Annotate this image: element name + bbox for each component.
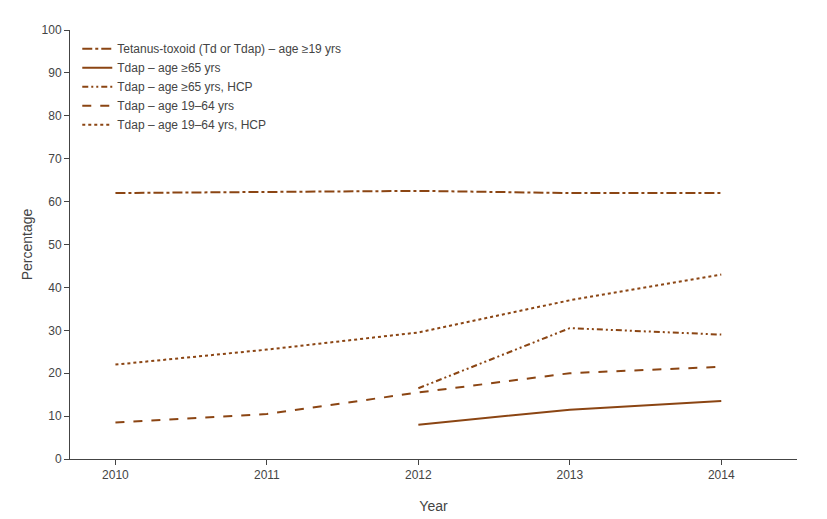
svg-text:60: 60 bbox=[48, 195, 62, 209]
svg-text:Percentage: Percentage bbox=[19, 208, 35, 280]
svg-text:Tdap – age 19–64 yrs: Tdap – age 19–64 yrs bbox=[117, 99, 234, 113]
svg-text:0: 0 bbox=[55, 452, 62, 466]
svg-text:40: 40 bbox=[48, 281, 62, 295]
svg-text:50: 50 bbox=[48, 238, 62, 252]
svg-text:70: 70 bbox=[48, 152, 62, 166]
svg-text:Tetanus-toxoid (Td or Tdap) –: Tetanus-toxoid (Td or Tdap) – age ≥19 yr… bbox=[117, 42, 341, 56]
svg-text:2012: 2012 bbox=[405, 468, 432, 482]
svg-text:2014: 2014 bbox=[708, 468, 735, 482]
svg-text:Tdap – age ≥65 yrs, HCP: Tdap – age ≥65 yrs, HCP bbox=[117, 80, 252, 94]
svg-text:20: 20 bbox=[48, 366, 62, 380]
svg-text:Year: Year bbox=[419, 498, 448, 514]
svg-text:2011: 2011 bbox=[254, 468, 280, 482]
svg-text:2010: 2010 bbox=[102, 468, 129, 482]
svg-text:90: 90 bbox=[48, 66, 62, 80]
svg-text:30: 30 bbox=[48, 324, 62, 338]
svg-text:2013: 2013 bbox=[556, 468, 583, 482]
svg-text:Tdap – age 19–64 yrs, HCP: Tdap – age 19–64 yrs, HCP bbox=[117, 118, 266, 132]
svg-text:80: 80 bbox=[48, 109, 62, 123]
svg-text:10: 10 bbox=[48, 409, 62, 423]
svg-text:Tdap – age ≥65 yrs: Tdap – age ≥65 yrs bbox=[117, 61, 220, 75]
svg-text:100: 100 bbox=[42, 23, 62, 37]
